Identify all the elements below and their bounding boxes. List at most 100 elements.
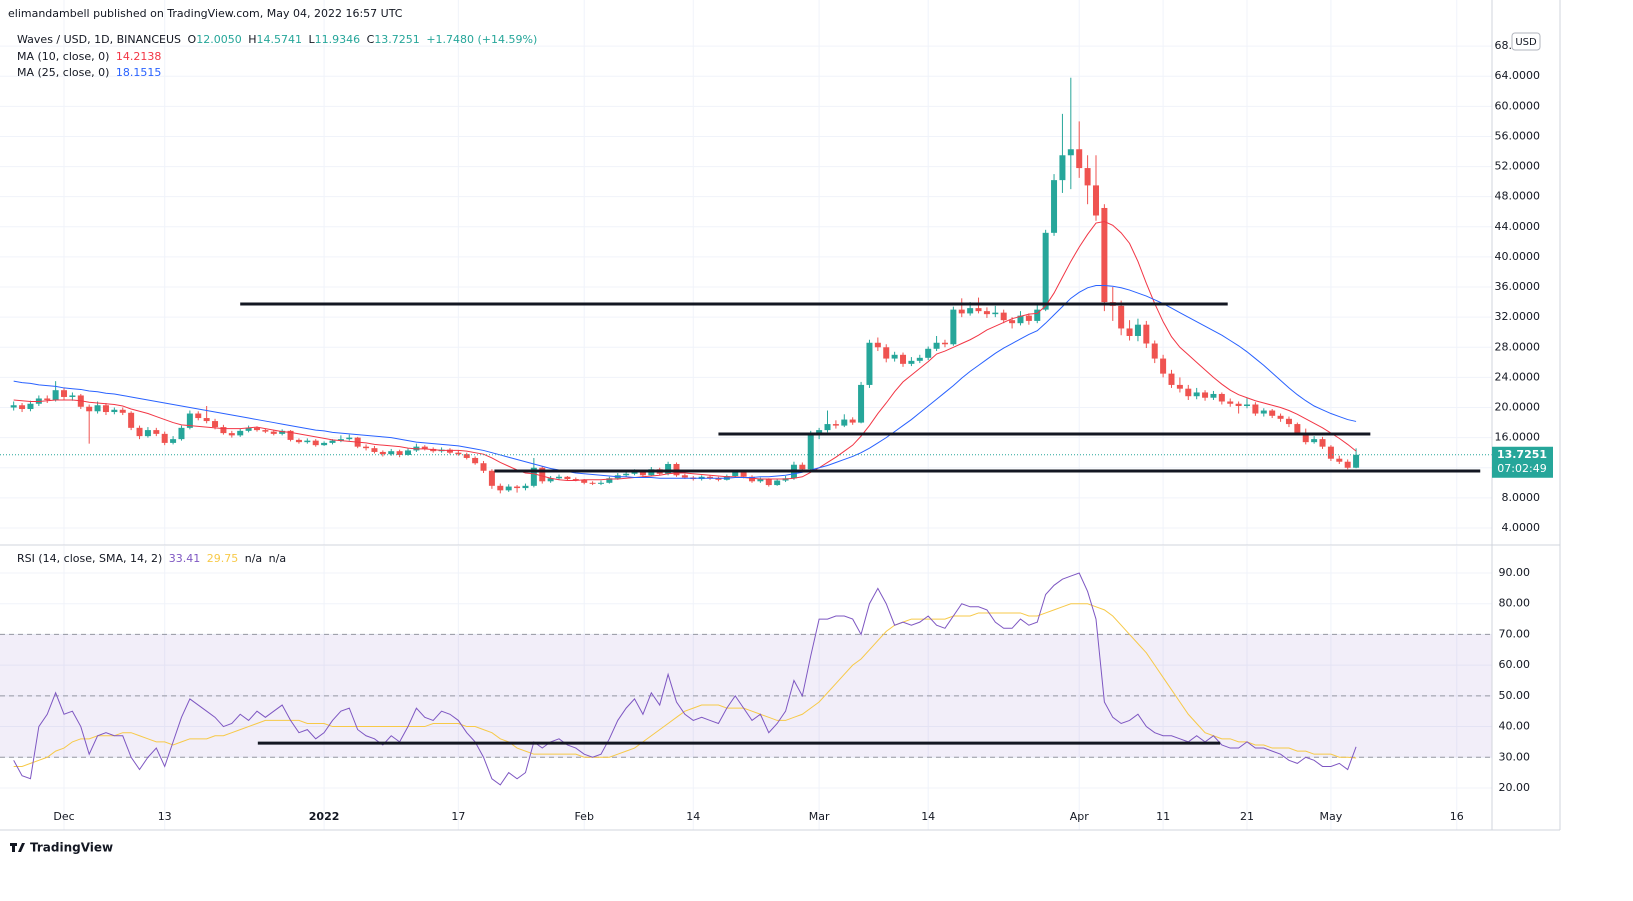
candle-body	[237, 430, 244, 436]
candle-body	[631, 471, 638, 474]
candle-body	[530, 467, 537, 486]
candle-body	[547, 478, 554, 482]
candle-body	[1302, 433, 1309, 443]
candle-body	[1168, 373, 1175, 385]
ma-legend: MA (25, close, 0) 18.1515	[17, 66, 164, 80]
currency-button[interactable]	[1511, 32, 1541, 51]
candle-body	[774, 480, 781, 486]
candle-body	[1311, 439, 1318, 443]
x-tick-label: 21	[1240, 810, 1254, 823]
candle-body	[312, 440, 319, 446]
candle-body	[304, 440, 311, 443]
candle-body	[379, 451, 386, 455]
y-tick-label: 80.00	[1499, 597, 1531, 610]
candle-body	[153, 430, 160, 434]
brand-logo	[10, 843, 25, 852]
currency-label[interactable]: USD	[1515, 37, 1537, 48]
candle-body	[212, 421, 219, 428]
candle-body	[279, 430, 286, 434]
x-tick-label: Feb	[574, 810, 593, 823]
y-tick-label: 50.00	[1499, 689, 1531, 702]
legend-value: 29.75	[206, 552, 239, 565]
candle-body	[816, 430, 823, 434]
y-tick-label: 16.0000	[1495, 431, 1541, 444]
y-tick-label: 30.00	[1499, 750, 1531, 763]
x-tick-label: 13	[158, 810, 172, 823]
change: +1.7480 (+14.59%)	[426, 33, 538, 46]
axis-layer: elimandambell published on TradingView.c…	[0, 0, 1561, 855]
x-tick-label: 17	[451, 810, 465, 823]
legend-value: n/a	[244, 552, 263, 565]
x-tick-label: Dec	[53, 810, 74, 823]
last-price-label: 13.7251	[1497, 448, 1547, 461]
logo-part	[18, 843, 25, 852]
candle-body	[1160, 358, 1167, 374]
candle-body	[1218, 393, 1225, 402]
x-tick-label: 14	[686, 810, 700, 823]
ohlc-label: O	[187, 33, 197, 46]
candle-body	[765, 479, 772, 486]
candle-body	[925, 348, 932, 358]
candle-body	[1101, 207, 1108, 303]
candle-body	[102, 405, 109, 413]
candle-body	[757, 479, 764, 482]
candle-body	[967, 308, 974, 314]
x-tick-label: 16	[1450, 810, 1464, 823]
candle-body	[61, 390, 68, 397]
legend-value: 14.2138	[115, 50, 162, 63]
y-tick-label: 52.0000	[1495, 160, 1541, 173]
candle-body	[203, 418, 210, 422]
candle-body	[111, 409, 118, 413]
y-tick-label: 4.0000	[1502, 521, 1541, 534]
candle-body	[287, 430, 294, 440]
x-tick-label: May	[1320, 810, 1343, 823]
candle-body	[1277, 415, 1284, 419]
candle-body	[371, 448, 378, 452]
candle-body	[1210, 393, 1217, 398]
candle-body	[841, 419, 848, 426]
candle-body	[933, 342, 940, 349]
y-tick-label: 64.0000	[1495, 69, 1541, 82]
legend-value: 18.1515	[115, 66, 162, 79]
candle-body	[799, 464, 806, 470]
candle-body	[144, 430, 151, 437]
candle-body	[388, 451, 395, 455]
moving-average-line	[13, 221, 1357, 482]
candle-body	[849, 419, 856, 423]
candle-body	[1285, 418, 1292, 425]
x-tick-label: Apr	[1070, 810, 1090, 823]
candle-body	[807, 433, 814, 470]
candle-body	[363, 446, 370, 449]
candle-body	[824, 424, 831, 431]
candle-body	[1017, 315, 1024, 324]
candle-body	[228, 433, 235, 436]
rsi-legend: RSI (14, close, SMA, 14, 2) 33.41 29.75 …	[17, 552, 289, 566]
candle-body	[1000, 312, 1007, 321]
candle-body	[94, 405, 101, 412]
symbol: Waves / USD, 1D, BINANCEUS	[17, 33, 182, 46]
candle-body	[891, 354, 898, 359]
candle-body	[564, 476, 571, 480]
brand: TradingView	[30, 841, 113, 855]
x-tick-label: 14	[921, 810, 935, 823]
ohlc-value: 14.5741	[256, 33, 302, 46]
ohlc-value: 13.7251	[374, 33, 420, 46]
candle-body	[1185, 388, 1192, 397]
candle-body	[1319, 439, 1326, 447]
candle-body	[321, 442, 328, 446]
candle-body	[446, 449, 453, 453]
candle-body	[900, 354, 907, 364]
candle-body	[1076, 149, 1083, 169]
candle-body	[405, 450, 412, 455]
candle-body	[1269, 410, 1276, 416]
y-tick-label: 40.00	[1499, 720, 1531, 733]
candle-body	[715, 478, 722, 480]
candle-body	[396, 451, 403, 455]
candle-body	[69, 395, 76, 397]
candle-body	[195, 413, 202, 419]
ohlc-value: 11.9346	[314, 33, 361, 46]
y-tick-label: 36.0000	[1495, 280, 1541, 293]
candle-body	[52, 390, 59, 400]
candle-body	[832, 424, 839, 426]
